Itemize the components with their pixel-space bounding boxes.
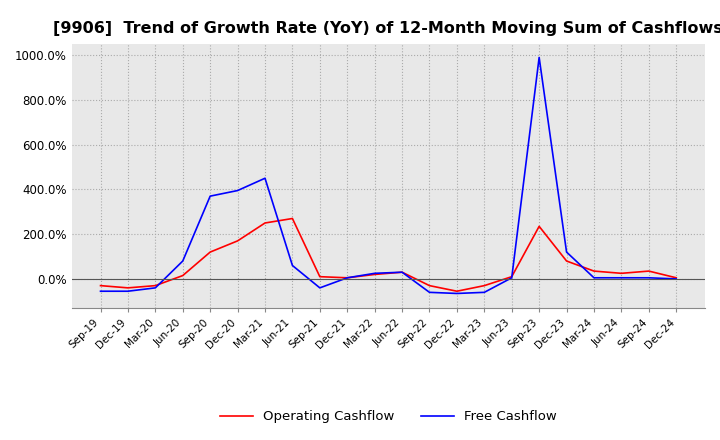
Operating Cashflow: [315, 274, 324, 279]
Operating Cashflow: [453, 289, 462, 294]
Operating Cashflow: [508, 274, 516, 279]
Free Cashflow: [233, 188, 242, 193]
Free Cashflow: [343, 275, 351, 280]
Free Cashflow: [179, 258, 187, 264]
Legend: Operating Cashflow, Free Cashflow: Operating Cashflow, Free Cashflow: [215, 404, 562, 428]
Operating Cashflow: [151, 283, 160, 288]
Free Cashflow: [124, 289, 132, 294]
Free Cashflow: [151, 285, 160, 290]
Operating Cashflow: [397, 270, 406, 275]
Operating Cashflow: [261, 220, 269, 226]
Operating Cashflow: [96, 283, 105, 288]
Operating Cashflow: [562, 258, 571, 264]
Operating Cashflow: [617, 271, 626, 276]
Operating Cashflow: [535, 224, 544, 229]
Free Cashflow: [206, 194, 215, 199]
Free Cashflow: [672, 276, 680, 282]
Operating Cashflow: [343, 275, 351, 280]
Free Cashflow: [315, 285, 324, 290]
Line: Free Cashflow: Free Cashflow: [101, 58, 676, 293]
Operating Cashflow: [370, 272, 379, 277]
Operating Cashflow: [590, 268, 598, 274]
Free Cashflow: [617, 275, 626, 280]
Free Cashflow: [562, 249, 571, 255]
Line: Operating Cashflow: Operating Cashflow: [101, 219, 676, 291]
Operating Cashflow: [672, 275, 680, 280]
Free Cashflow: [644, 275, 653, 280]
Free Cashflow: [590, 275, 598, 280]
Free Cashflow: [426, 290, 434, 295]
Operating Cashflow: [179, 273, 187, 278]
Free Cashflow: [480, 290, 489, 295]
Operating Cashflow: [233, 238, 242, 243]
Free Cashflow: [370, 271, 379, 276]
Free Cashflow: [453, 291, 462, 296]
Free Cashflow: [535, 55, 544, 60]
Free Cashflow: [508, 275, 516, 280]
Operating Cashflow: [206, 249, 215, 255]
Operating Cashflow: [124, 285, 132, 290]
Operating Cashflow: [480, 283, 489, 288]
Free Cashflow: [96, 289, 105, 294]
Operating Cashflow: [644, 268, 653, 274]
Operating Cashflow: [426, 283, 434, 288]
Title: [9906]  Trend of Growth Rate (YoY) of 12-Month Moving Sum of Cashflows: [9906] Trend of Growth Rate (YoY) of 12-…: [53, 21, 720, 36]
Free Cashflow: [397, 270, 406, 275]
Free Cashflow: [261, 176, 269, 181]
Operating Cashflow: [288, 216, 297, 221]
Free Cashflow: [288, 263, 297, 268]
